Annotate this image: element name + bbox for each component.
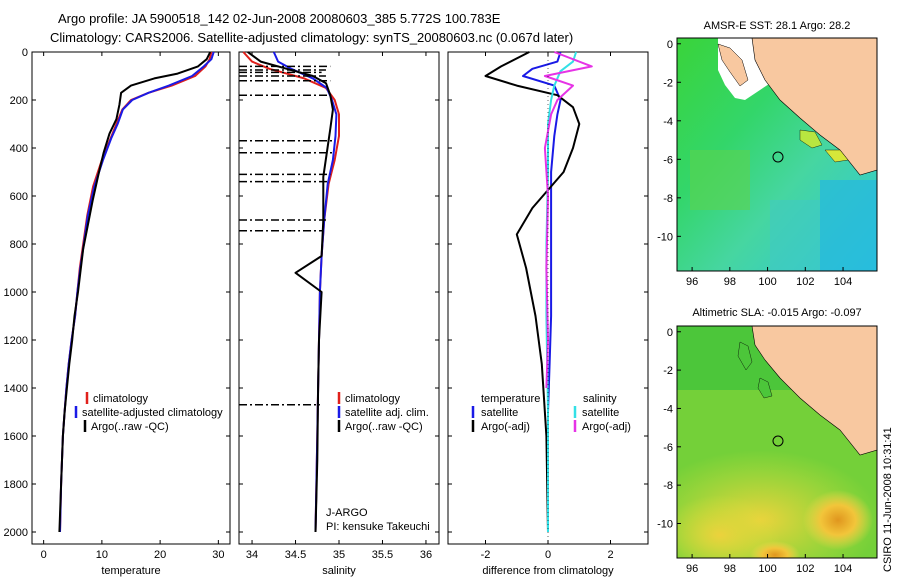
diff-legend-temperature-head: temperature <box>481 393 540 405</box>
temperature-xlabel: temperature <box>101 565 160 577</box>
map-lat-tick: -10 <box>657 231 673 243</box>
series-argo-raw-qc- <box>247 51 334 533</box>
map-lon-tick: 100 <box>758 276 776 288</box>
sla-map-axes: 96 98 100 102 104 0 -2 -4 -6 -8 -10 <box>657 327 852 575</box>
map-lat-tick: 0 <box>667 327 673 339</box>
map-lat-tick: -4 <box>663 116 673 128</box>
salinity-xtick-label: 35.5 <box>372 549 393 561</box>
salinity-xtick-label: 35 <box>333 549 345 561</box>
map-lat-tick: -6 <box>663 154 673 166</box>
sst-map-title: AMSR-E SST: 28.1 Argo: 28.2 <box>704 20 851 32</box>
legend-label-satellite-adjusted: satellite-adjusted climatology <box>82 407 223 419</box>
depth-tick-label: 400 <box>10 143 28 155</box>
sla-map-frame <box>676 325 878 559</box>
map-lon-tick: 102 <box>796 276 814 288</box>
sal-legend-satellite: satellite adj. clim. <box>345 407 429 419</box>
map-lat-tick: -2 <box>663 77 673 89</box>
difference-plot <box>484 51 593 544</box>
sst-map-axes: 96 98 100 102 104 0 -2 -4 -6 -8 -10 <box>657 39 852 288</box>
sal-annotation-pi: PI: kensuke Takeuchi <box>326 521 430 533</box>
temperature-plot <box>58 51 215 533</box>
difference-legend: temperature salinity satellite Argo(-adj… <box>471 393 631 433</box>
depth-axis: 0 200 400 600 800 1000 1200 1400 1600 1800 2000 <box>4 47 648 539</box>
map-lat-tick: -8 <box>663 193 673 205</box>
depth-tick-label: 1000 <box>4 287 28 299</box>
footer-timestamp: CSIRO 11-Jun-2008 10:31:41 <box>882 427 894 572</box>
map-lon-tick: 98 <box>724 563 736 575</box>
sal-legend-argo: Argo(..raw -QC) <box>345 421 423 433</box>
map-lon-tick: 96 <box>686 276 698 288</box>
salinity-legend: climatology satellite adj. clim. Argo(..… <box>326 392 430 533</box>
temperature-xtick-label: 30 <box>212 549 224 561</box>
sst-profile-marker <box>772 151 784 163</box>
series-salinity-argo-adj- <box>543 51 593 389</box>
map-lon-tick: 96 <box>686 563 698 575</box>
series-temperature-argo-adj- <box>484 51 581 533</box>
sst-map-frame <box>676 37 878 272</box>
map-lon-tick: 102 <box>796 563 814 575</box>
temperature-legend: climatology satellite-adjusted climatolo… <box>74 392 223 433</box>
map-lat-tick: -2 <box>663 365 673 377</box>
x-axes: 0 10 20 30 34 34.5 35 35.5 36 -2 0 2 <box>41 52 614 561</box>
depth-tick-label: 800 <box>10 239 28 251</box>
sal-annotation-jargo: J-ARGO <box>326 507 368 519</box>
sal-legend-climatology: climatology <box>345 393 401 405</box>
map-lat-tick: -10 <box>657 518 673 530</box>
salinity-xtick-label: 34.5 <box>285 549 306 561</box>
map-lon-tick: 104 <box>834 563 852 575</box>
temperature-xtick-label: 0 <box>41 549 47 561</box>
depth-tick-label: 1200 <box>4 335 28 347</box>
depth-tick-label: 0 <box>22 47 28 59</box>
diff-legend-temp-satellite: satellite <box>481 407 518 419</box>
map-lon-tick: 98 <box>724 276 736 288</box>
salinity-level-markers <box>239 65 335 406</box>
sla-map <box>677 326 877 558</box>
difference-xtick-label: 0 <box>545 549 551 561</box>
sst-map <box>677 38 877 271</box>
depth-tick-label: 1400 <box>4 383 28 395</box>
map-lon-tick: 100 <box>758 563 776 575</box>
legend-label-climatology: climatology <box>93 393 149 405</box>
salinity-plot <box>242 51 340 533</box>
depth-tick-label: 1600 <box>4 431 28 443</box>
salinity-xtick-label: 34 <box>246 549 258 561</box>
map-lon-tick: 104 <box>834 276 852 288</box>
diff-legend-temp-argo: Argo(-adj) <box>481 421 530 433</box>
temperature-xtick-label: 10 <box>96 549 108 561</box>
temperature-panel-frame <box>31 51 231 545</box>
figure-title-line2: Climatology: CARS2006. Satellite-adjuste… <box>50 30 573 45</box>
difference-xlabel: difference from climatology <box>482 565 614 577</box>
sla-profile-marker <box>772 435 784 447</box>
depth-tick-label: 2000 <box>4 527 28 539</box>
map-lat-tick: -8 <box>663 480 673 492</box>
sla-map-title: Altimetric SLA: -0.015 Argo: -0.097 <box>692 307 861 319</box>
diff-legend-salinity-head: salinity <box>583 393 617 405</box>
diff-legend-sal-satellite: satellite <box>582 407 619 419</box>
difference-xtick-label: -2 <box>481 549 491 561</box>
series-argo-raw-qc- <box>58 51 212 533</box>
depth-tick-label: 600 <box>10 191 28 203</box>
salinity-xlabel: salinity <box>322 565 356 577</box>
depth-tick-label: 200 <box>10 95 28 107</box>
map-lat-tick: -4 <box>663 403 673 415</box>
legend-label-argo: Argo(..raw -QC) <box>91 421 169 433</box>
figure-title-line1: Argo profile: JA 5900518_142 02-Jun-2008… <box>58 11 501 26</box>
temperature-xtick-label: 20 <box>154 549 166 561</box>
diff-legend-sal-argo: Argo(-adj) <box>582 421 631 433</box>
series-temperature-satellite <box>522 51 562 532</box>
map-lat-tick: -6 <box>663 442 673 454</box>
difference-xtick-label: 2 <box>607 549 613 561</box>
depth-tick-label: 1800 <box>4 479 28 491</box>
map-lat-tick: 0 <box>667 39 673 51</box>
salinity-xtick-label: 36 <box>420 549 432 561</box>
